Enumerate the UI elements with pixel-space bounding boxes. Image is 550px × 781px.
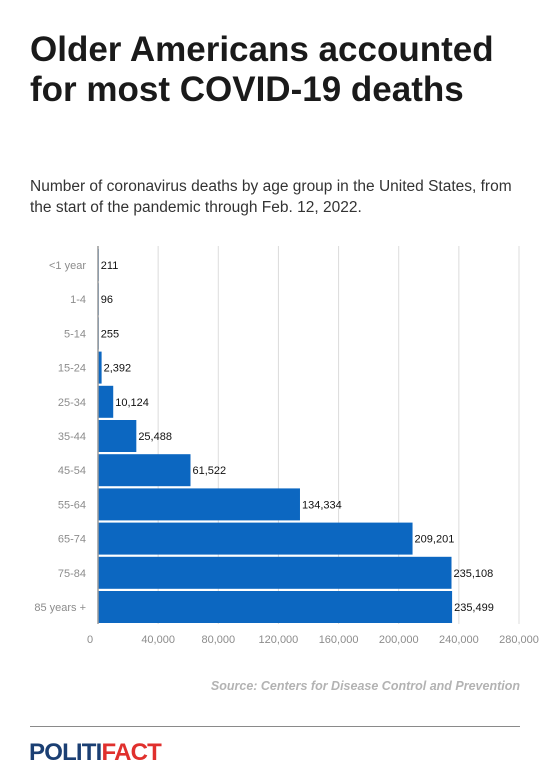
bar	[98, 454, 191, 487]
logo-part-fact: FACT	[101, 739, 162, 766]
value-label: 61,522	[193, 465, 227, 477]
x-tick-label: 280,000	[499, 634, 539, 646]
x-tick-label: 80,000	[201, 634, 235, 646]
category-label: 85 years +	[34, 602, 86, 614]
bar	[98, 556, 452, 589]
x-tick-label: 200,000	[379, 634, 419, 646]
category-label: 65-74	[58, 534, 86, 546]
value-label: 235,499	[454, 602, 494, 614]
x-tick-label: 120,000	[259, 634, 299, 646]
x-tick-label: 160,000	[319, 634, 359, 646]
bar	[98, 351, 102, 384]
divider	[30, 726, 520, 727]
bar	[98, 522, 413, 555]
value-label: 2,392	[104, 363, 132, 375]
bar	[98, 591, 453, 623]
category-label: 15-24	[58, 363, 86, 375]
chart-subtitle: Number of coronavirus deaths by age grou…	[30, 178, 512, 216]
politifact-logo: POLITIFACT	[29, 739, 162, 766]
category-label: <1 year	[49, 260, 86, 272]
logo-part-politi: POLITI	[29, 739, 102, 766]
value-label: 25,488	[138, 431, 172, 443]
value-label: 10,124	[115, 397, 149, 409]
chart-title: Older Americans accounted for most COVID…	[30, 30, 494, 109]
value-label: 134,334	[302, 499, 342, 511]
category-label: 25-34	[58, 397, 86, 409]
bar-chart: 0 40,000 80,000 120,000 160,000 200,000 240,00…	[34, 246, 539, 646]
bar	[98, 420, 137, 452]
category-label: 55-64	[58, 499, 86, 511]
category-label: 1-4	[70, 294, 86, 306]
value-label: 255	[101, 328, 119, 340]
value-label: 211	[101, 260, 119, 272]
category-label: 35-44	[58, 431, 86, 443]
source-note: Source: Centers for Disease Control and …	[210, 679, 520, 693]
x-tick-label: 40,000	[141, 634, 175, 646]
x-tick-label: 0	[87, 634, 93, 646]
category-label: 5-14	[64, 328, 86, 340]
x-tick-label: 240,000	[439, 634, 479, 646]
value-label: 235,108	[454, 568, 494, 580]
value-label: 96	[101, 294, 113, 306]
category-label: 45-54	[58, 465, 86, 477]
category-label: 75-84	[58, 568, 86, 580]
bar	[98, 488, 300, 521]
value-label: 209,201	[415, 534, 455, 546]
bar	[98, 385, 114, 418]
